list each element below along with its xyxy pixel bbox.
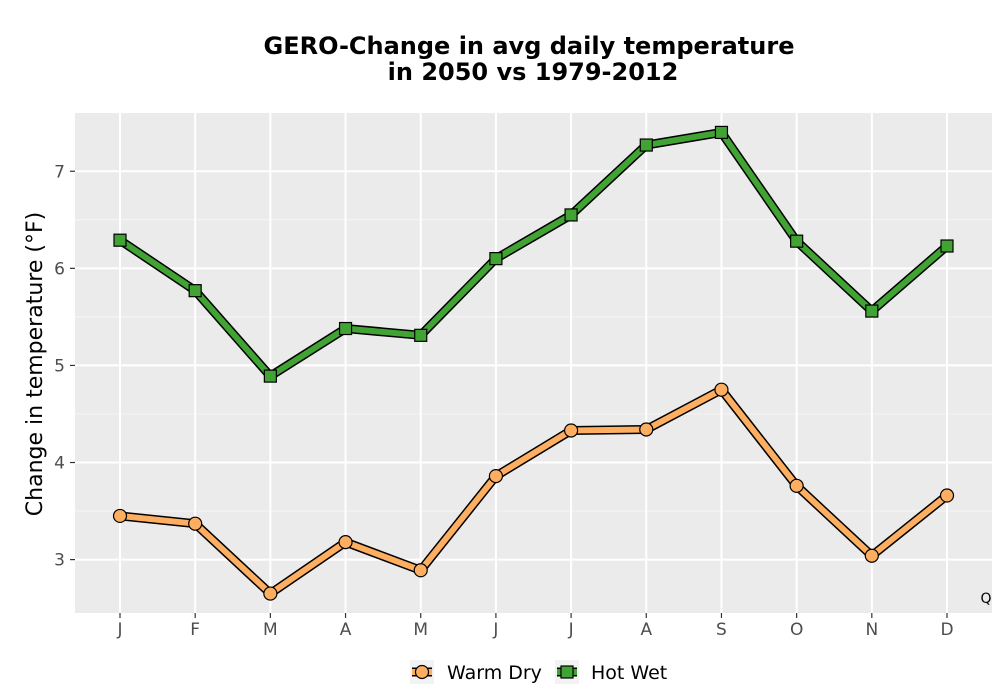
x-tick-label: M [263,620,278,640]
x-tick-label: J [568,620,574,640]
data-point [263,586,278,601]
data-point [414,328,428,342]
x-tick-label: S [716,620,727,640]
corner-note: Q [980,591,991,607]
data-point [188,516,203,531]
data-point [338,321,353,336]
data-point [488,469,504,484]
x-tick-label: O [790,620,803,640]
data-point [113,233,127,247]
y-axis: 3 4 5 6 7 [54,162,75,571]
data-point [864,548,879,563]
data-point [489,252,503,266]
x-tick-label: J [492,620,498,640]
x-tick-label: A [340,620,352,640]
y-tick-label: 3 [54,551,65,571]
data-point [639,138,653,152]
data-point [865,304,879,318]
series-layer [112,125,955,601]
chart-title-line1: GERO-Change in avg daily temperature [264,32,795,60]
y-tick-label: 7 [54,162,65,182]
y-tick-label: 5 [54,356,65,376]
data-point [790,234,804,248]
data-point [789,478,804,493]
y-tick-label: 6 [54,259,65,279]
data-point [338,535,353,550]
data-point [564,208,578,222]
legend-label: Hot Wet [591,662,667,684]
y-axis-title: Change in temperature (°F) [23,212,48,516]
x-tick-label: M [413,620,428,640]
series-line [117,386,950,597]
data-point [639,422,654,437]
y-tick-label: 4 [54,454,65,474]
legend-label: Warm Dry [447,662,542,684]
x-tick-label: D [940,620,953,640]
data-point [112,508,128,524]
x-tick-label: J [116,620,122,640]
legend: Warm Dry Hot Wet [410,660,667,684]
data-point [263,369,277,383]
chart-title-line2: in 2050 vs 1979-2012 [388,58,679,86]
data-point [413,563,428,578]
legend-marker [414,664,430,680]
data-point [940,239,954,253]
data-point [714,382,729,397]
series-line [117,129,950,380]
legend-marker [560,665,574,679]
data-point [563,423,579,438]
x-tick-label: A [640,620,652,640]
x-tick-label: F [190,620,200,640]
data-point [188,284,202,298]
x-tick-label: N [865,620,878,640]
data-point [714,125,729,140]
data-point [939,488,955,503]
